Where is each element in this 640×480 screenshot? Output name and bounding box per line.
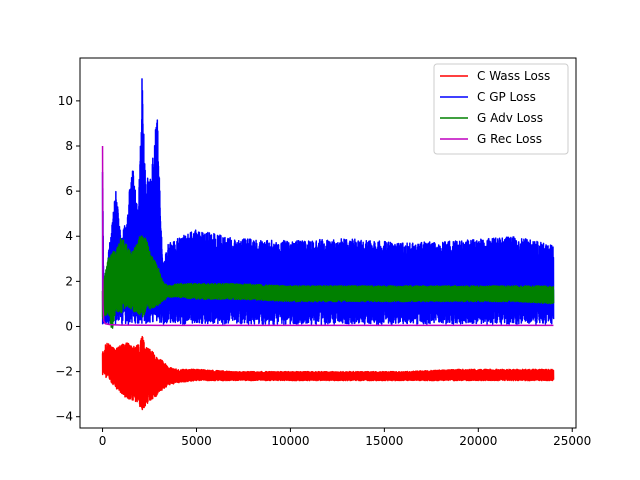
y-tick-label: −2 [55,365,73,379]
y-tick-label: 2 [65,274,73,288]
x-tick-label: 10000 [271,434,309,448]
legend-label-c-wass-loss: C Wass Loss [477,69,550,83]
y-tick-label: 4 [65,229,73,243]
y-tick-label: −4 [55,410,73,424]
series-line-g-adv-loss [101,235,555,329]
y-tick-label: 8 [65,139,73,153]
series-line-c-wass-loss [101,335,555,411]
series-line-g-rec-loss [101,145,554,327]
legend-box [433,63,569,155]
x-tick-label: 15000 [365,434,403,448]
legend-label-g-rec-loss: G Rec Loss [477,132,542,146]
series-layer [101,78,555,411]
axes-frame [79,57,577,429]
y-tick-label: 6 [65,184,73,198]
x-tick-label: 20000 [459,434,497,448]
legend: C Wass Loss C GP Loss G Adv Loss G Rec Loss [433,63,569,155]
y-tick-label: 0 [65,319,73,333]
series-line-c-gp-loss [101,78,555,325]
x-tick-label: 5000 [181,434,212,448]
axes-layer: 0 5000 10000 15000 20000 25000 −4 −2 0 2 4 6 8 10 [55,57,591,448]
legend-label-g-adv-loss: G Adv Loss [477,111,543,125]
legend-label-c-gp-loss: C GP Loss [477,90,536,104]
x-tick-label: 25000 [553,434,591,448]
y-tick-label: 10 [58,94,73,108]
x-tick-label: 0 [99,434,107,448]
